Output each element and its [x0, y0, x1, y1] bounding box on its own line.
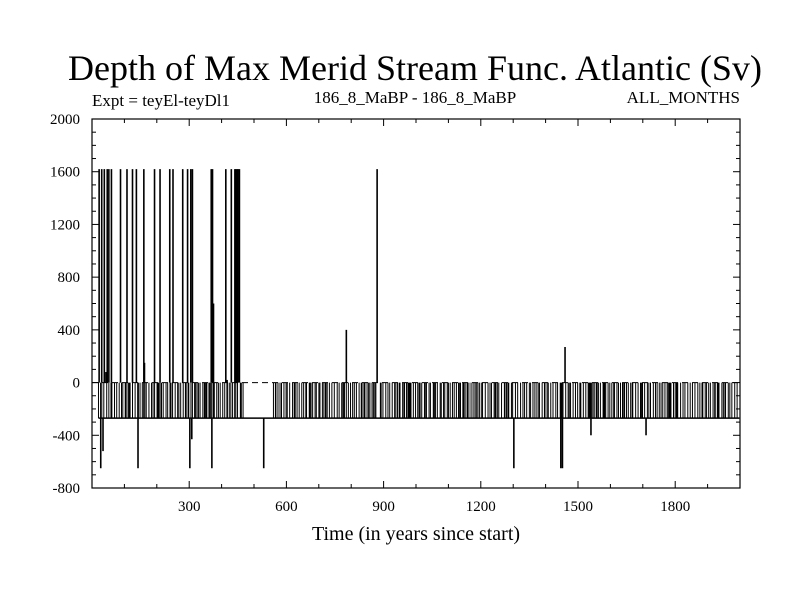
y-tick-label: 0	[73, 376, 81, 392]
y-tick-label: 2000	[50, 112, 80, 128]
y-tick-label: -400	[53, 428, 81, 444]
series-oscillation	[97, 382, 738, 419]
x-tick-label: 1200	[466, 499, 496, 515]
chart-title: Depth of Max Merid Stream Func. Atlantic…	[68, 48, 762, 88]
x-tick-label: 300	[178, 499, 201, 515]
y-tick-label: 1600	[50, 165, 80, 181]
x-axis-label: Time (in years since start)	[312, 523, 520, 545]
x-tick-label: 900	[372, 499, 395, 515]
season-label: ALL_MONTHS	[627, 88, 740, 107]
expt-label: Expt = teyEl-teyDl1	[92, 91, 230, 110]
y-tick-label: -800	[53, 481, 81, 497]
period-label: 186_8_MaBP - 186_8_MaBP	[314, 88, 516, 107]
x-tick-label: 600	[275, 499, 298, 515]
plot-area	[92, 169, 740, 469]
x-tick-label: 1800	[660, 499, 690, 515]
y-tick-label: 1200	[50, 217, 80, 233]
x-tick-label: 1500	[563, 499, 593, 515]
axes: -800 -400 0 400 800 1200 1600 2000 300 600 900 1200…	[50, 112, 741, 515]
y-tick-label: 400	[58, 323, 81, 339]
y-tick-label: 800	[58, 270, 81, 286]
